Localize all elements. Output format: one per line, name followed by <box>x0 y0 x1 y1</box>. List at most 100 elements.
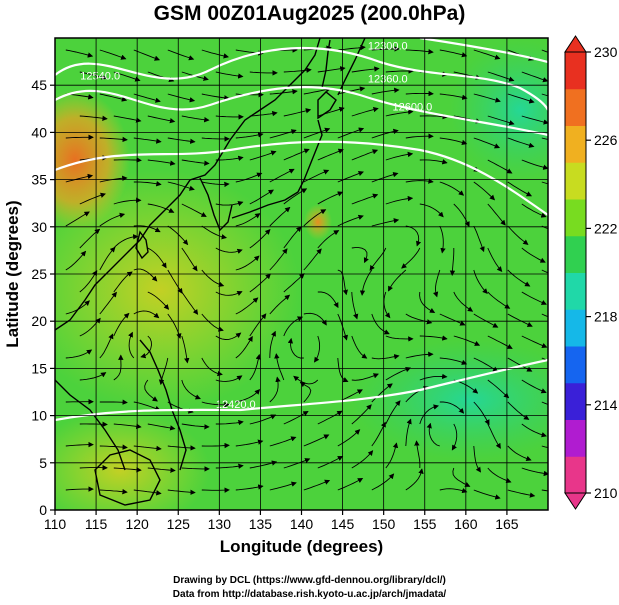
streamline <box>181 291 199 315</box>
streamline <box>487 423 501 449</box>
coastline-hokkaido <box>317 91 337 120</box>
colorbar-segment <box>565 235 586 273</box>
streamline <box>113 157 142 163</box>
streamline <box>317 410 343 425</box>
streamline <box>439 93 468 100</box>
streamline <box>167 313 182 339</box>
streamline <box>487 115 515 126</box>
streamline <box>405 418 412 447</box>
x-axis-label: Longitude (degrees) <box>219 537 384 556</box>
streamline <box>439 137 468 145</box>
lat-tick-label: 10 <box>31 408 47 424</box>
streamline <box>215 155 244 161</box>
streamline <box>337 214 364 227</box>
lon-tick-label: 145 <box>331 516 355 532</box>
streamline <box>385 68 414 74</box>
streamline <box>453 203 470 228</box>
colorbar-tick-label: 214 <box>594 397 618 413</box>
streamline <box>419 159 448 165</box>
streamline <box>133 489 162 496</box>
latitude-ticks: 0 5 10 15 20 25 30 35 40 45 <box>31 77 55 518</box>
streamline <box>351 149 379 161</box>
streamline <box>65 486 94 492</box>
colorbar-ticks: 230 226 222 218 214 210 <box>586 44 618 501</box>
streamline <box>283 108 312 117</box>
streamline <box>414 440 421 469</box>
streamline <box>201 49 229 59</box>
streamline <box>201 93 230 101</box>
streamline <box>113 234 139 249</box>
streamline <box>541 269 548 274</box>
streamline <box>521 71 548 83</box>
streamline <box>133 445 162 452</box>
streamline <box>113 467 142 473</box>
streamline <box>215 463 244 469</box>
streamline <box>351 193 379 205</box>
streamline <box>133 137 162 144</box>
cool-region-northeast <box>450 40 548 180</box>
streamline <box>419 373 448 381</box>
streamline <box>473 489 501 500</box>
colorbar-segments <box>565 52 586 494</box>
streamline <box>140 335 152 359</box>
streamline <box>269 248 288 271</box>
streamline <box>303 248 322 271</box>
streamline <box>405 48 434 55</box>
streamline <box>473 225 485 253</box>
coastline-korea <box>199 177 233 232</box>
streamline <box>507 445 532 461</box>
colorbar-segment <box>565 272 586 310</box>
streamline <box>351 66 380 73</box>
streamline <box>181 379 201 400</box>
streamline <box>79 71 108 80</box>
streamline <box>419 291 436 313</box>
streamline <box>303 86 332 95</box>
streamline <box>215 71 244 79</box>
streamline <box>215 247 243 254</box>
colorbar-tick-label: 218 <box>594 309 618 325</box>
contour-labels: 12300.0 12360.0 12540.0 12600.0 12420.0 <box>80 40 432 411</box>
streamline <box>147 115 176 124</box>
streamline <box>473 357 499 372</box>
colorbar-tick-label: 222 <box>594 220 618 236</box>
lat-tick-label: 20 <box>31 313 47 329</box>
streamline <box>181 203 207 217</box>
colorbar-bottom-triangle <box>564 492 587 510</box>
streamline <box>79 115 108 121</box>
streamline <box>99 291 117 315</box>
streamline <box>521 467 548 477</box>
streamline <box>201 357 223 377</box>
streamline <box>215 200 244 207</box>
coastline-taiwan <box>135 230 149 260</box>
streamline <box>113 115 142 123</box>
streamline <box>65 441 94 448</box>
streamline <box>303 209 327 227</box>
credit-data: Data from http://database.rish.kyoto-u.a… <box>172 589 447 600</box>
streamline <box>147 247 167 269</box>
streamline <box>487 467 512 483</box>
streamline <box>269 129 297 139</box>
streamline <box>249 150 277 161</box>
streamline <box>249 110 278 117</box>
streamline <box>388 269 407 292</box>
streamline <box>487 247 503 272</box>
streamline <box>167 93 196 103</box>
streamline <box>351 106 379 117</box>
lat-tick-label: 45 <box>31 77 47 93</box>
streamline <box>287 337 304 359</box>
streamline <box>113 312 130 337</box>
streamline <box>439 401 465 414</box>
streamline <box>507 225 529 245</box>
streamline <box>439 181 465 196</box>
streamline <box>426 422 440 447</box>
streamline <box>283 148 310 161</box>
streamline <box>133 268 158 282</box>
streamline <box>453 335 481 346</box>
streamline <box>521 247 546 263</box>
streamline <box>167 137 196 144</box>
streamline <box>405 90 434 97</box>
streamline <box>541 401 548 405</box>
lat-tick-label: 0 <box>39 502 47 518</box>
contour-label: 12420.0 <box>216 399 256 411</box>
lat-tick-label: 40 <box>31 124 47 140</box>
